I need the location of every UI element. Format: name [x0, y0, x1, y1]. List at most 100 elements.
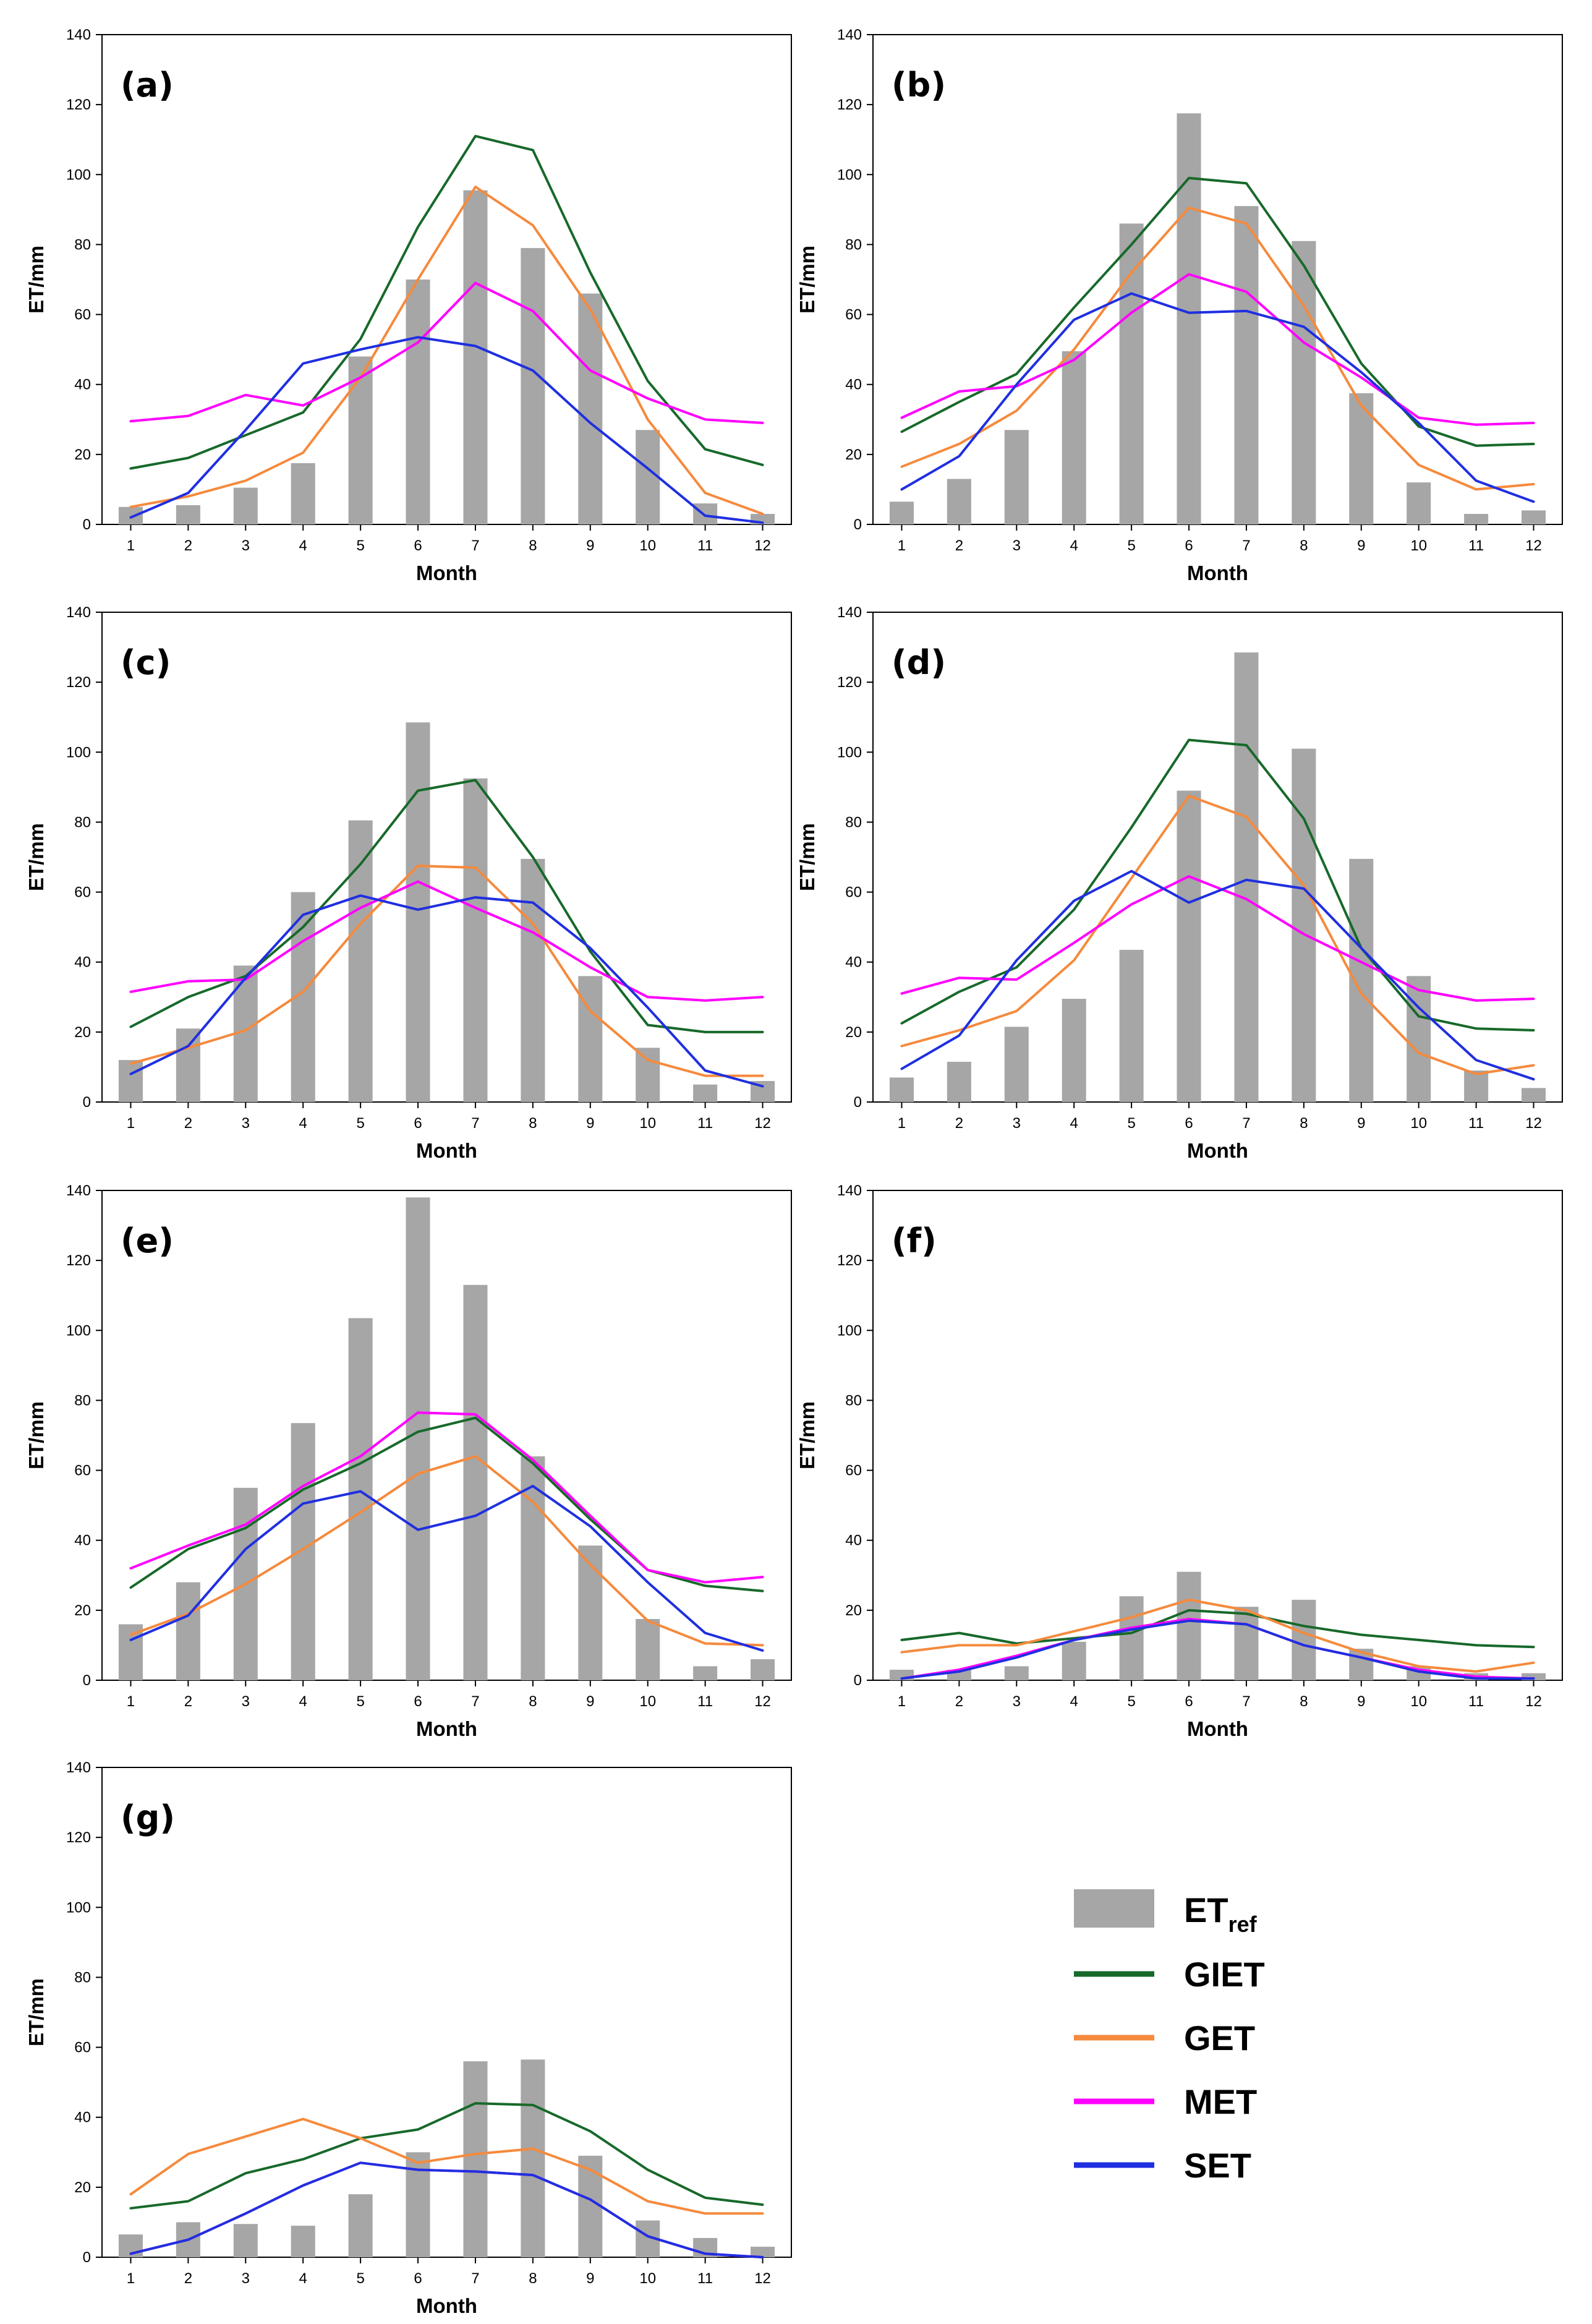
bar-etref-8	[1292, 241, 1316, 524]
y-axis-title: ET/mm	[25, 1401, 48, 1469]
panel-label: (b)	[892, 66, 946, 105]
bar-etref-9	[578, 293, 603, 524]
series-line-set	[129, 1485, 764, 1652]
x-tick-label: 5	[1127, 1115, 1135, 1132]
x-tick-label: 7	[1242, 537, 1250, 554]
bar-etref-1	[889, 1077, 914, 1102]
y-tick-label: 120	[837, 1252, 862, 1269]
y-tick-label: 140	[837, 604, 862, 621]
legend-label-met: MET	[1184, 2082, 1257, 2121]
y-axis-title: ET/mm	[796, 823, 819, 891]
x-tick-label: 4	[1070, 1115, 1078, 1132]
y-tick-label: 20	[74, 1024, 91, 1041]
series-line-get	[129, 1455, 764, 1647]
x-tick-label: 12	[754, 537, 771, 554]
bar-etref-4	[291, 1423, 315, 1680]
y-tick-label: 60	[74, 2040, 91, 2056]
bar-etref-12	[1522, 1673, 1546, 1680]
bar-etref-10	[636, 1048, 660, 1102]
y-tick-label: 0	[83, 1672, 91, 1689]
series-line-giet	[129, 135, 764, 470]
plot-frame	[872, 1190, 1563, 1681]
x-axis-title: Month	[416, 1717, 477, 1740]
series-line-set	[129, 2161, 764, 2258]
series-line-met	[129, 880, 764, 1002]
y-tick-label: 140	[837, 1182, 862, 1199]
series-line-get	[900, 795, 1535, 1075]
x-tick-label: 3	[242, 1693, 250, 1710]
series-line-met	[900, 273, 1535, 426]
y-tick-label: 140	[66, 27, 91, 43]
bar-etref-8	[1292, 1599, 1316, 1680]
x-tick-label: 11	[1468, 1115, 1484, 1132]
y-tick-label: 20	[845, 1602, 862, 1619]
bar-etref-11	[1464, 1070, 1489, 1102]
x-tick-label: 7	[471, 537, 479, 554]
y-tick-label: 40	[74, 377, 91, 393]
x-tick-label: 12	[1525, 1693, 1542, 1710]
legend-swatch-etref	[1074, 1889, 1154, 1928]
y-tick-label: 100	[837, 744, 862, 761]
x-tick-label: 10	[1410, 537, 1427, 554]
bar-etref-12	[1522, 510, 1546, 524]
x-tick-label: 2	[184, 537, 192, 554]
y-tick-label: 40	[845, 954, 862, 971]
y-tick-label: 80	[74, 236, 91, 253]
bar-etref-10	[1407, 482, 1431, 524]
x-tick-label: 12	[1525, 537, 1542, 554]
y-tick-label: 80	[74, 1969, 91, 1986]
x-tick-label: 7	[1242, 1115, 1250, 1132]
y-tick-label: 60	[845, 307, 862, 323]
x-tick-label: 2	[955, 1115, 963, 1132]
bar-etref-5	[348, 1318, 373, 1680]
plot-frame	[872, 34, 1563, 525]
x-tick-label: 9	[1357, 1115, 1365, 1132]
x-tick-label: 9	[586, 2270, 594, 2287]
bar-etref-8	[1292, 748, 1316, 1102]
bar-etref-11	[693, 503, 718, 524]
x-tick-label: 12	[754, 1693, 771, 1710]
x-tick-label: 9	[1357, 537, 1365, 554]
bar-etref-8	[521, 248, 545, 524]
bar-etref-8	[521, 2059, 545, 2257]
x-tick-label: 4	[299, 1115, 307, 1132]
x-tick-label: 4	[299, 1693, 307, 1710]
bar-etref-2	[176, 505, 200, 524]
bar-etref-5	[1119, 949, 1144, 1102]
x-tick-label: 6	[414, 2270, 422, 2287]
y-tick-label: 40	[845, 377, 862, 393]
y-tick-label: 60	[74, 884, 91, 901]
panel-label: (c)	[121, 643, 171, 682]
x-axis-title: Month	[416, 562, 477, 584]
panel-label: (f)	[892, 1221, 937, 1260]
bar-etref-2	[947, 1061, 971, 1102]
x-tick-label: 9	[1357, 1693, 1365, 1710]
y-axis-title: ET/mm	[796, 246, 819, 314]
x-tick-label: 3	[242, 1115, 250, 1132]
bar-etref-9	[1349, 858, 1374, 1102]
series-line-giet	[129, 1416, 764, 1592]
bar-etref-5	[348, 356, 373, 524]
bar-etref-7	[463, 1284, 488, 1680]
bar-etref-9	[578, 1545, 603, 1680]
bar-etref-4	[291, 2226, 315, 2257]
series-line-set	[900, 292, 1535, 503]
x-tick-label: 3	[1013, 1693, 1021, 1710]
y-tick-label: 0	[83, 1094, 91, 1111]
x-tick-label: 10	[1410, 1693, 1427, 1710]
bar-etref-1	[118, 506, 143, 524]
bar-etref-9	[578, 976, 603, 1102]
x-tick-label: 10	[1410, 1115, 1427, 1132]
series-line-set	[900, 1619, 1535, 1680]
bar-etref-6	[406, 280, 430, 524]
x-tick-label: 3	[242, 2270, 250, 2287]
series-line-get	[129, 865, 764, 1077]
y-tick-label: 100	[66, 166, 91, 183]
bar-etref-5	[348, 820, 373, 1102]
bar-etref-9	[578, 2155, 603, 2257]
bar-etref-5	[348, 2194, 373, 2257]
y-tick-label: 40	[845, 1532, 862, 1549]
series-line-get	[900, 207, 1535, 491]
bar-etref-7	[1234, 1607, 1259, 1680]
